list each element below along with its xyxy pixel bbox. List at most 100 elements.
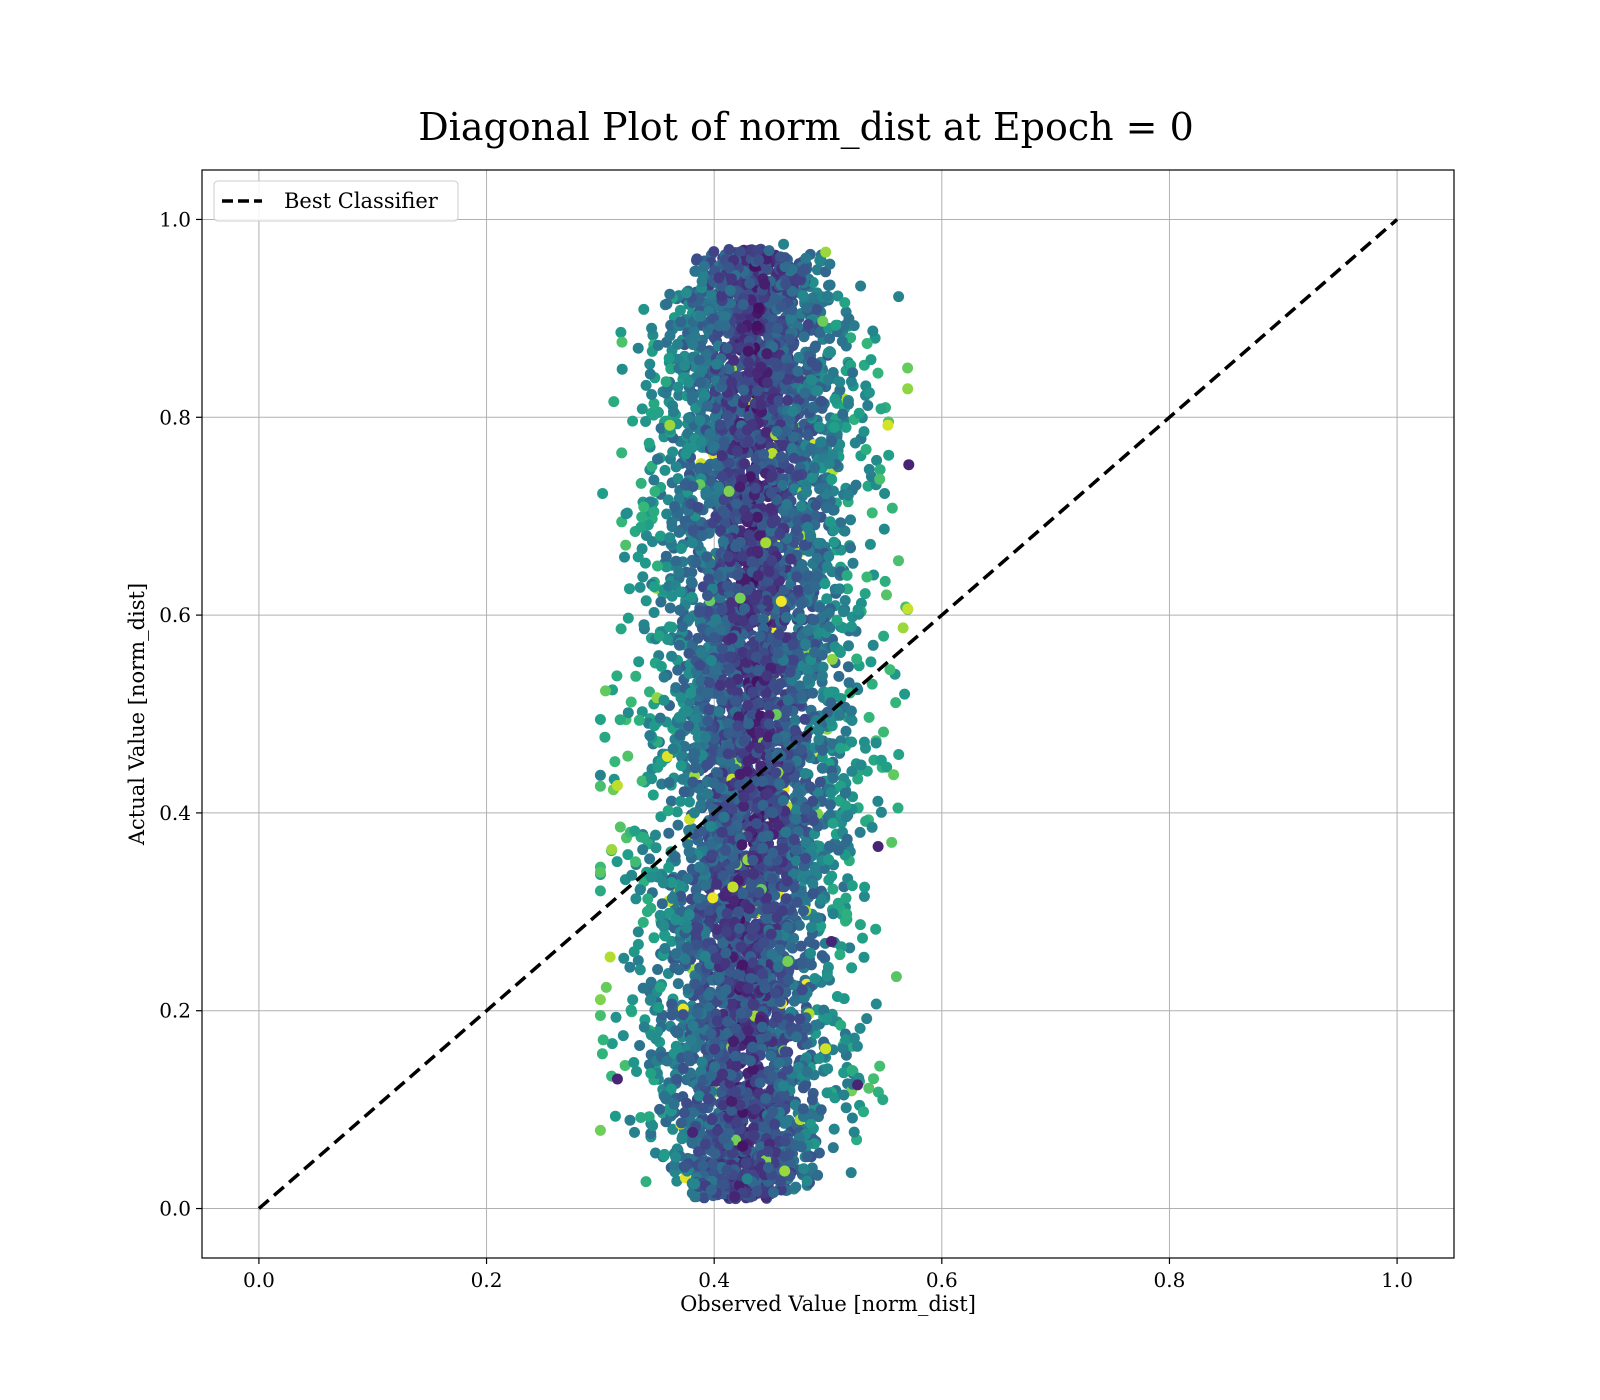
scatter-point: [872, 367, 884, 379]
scatter-point: [790, 525, 802, 537]
scatter-point: [635, 521, 647, 533]
scatter-point: [687, 390, 699, 402]
scatter-point: [715, 524, 727, 536]
scatter-point: [674, 604, 686, 616]
scatter-point: [815, 893, 827, 905]
scatter-point: [858, 736, 870, 748]
scatter-point: [697, 581, 709, 593]
scatter-point: [647, 536, 658, 548]
scatter-point: [744, 471, 756, 483]
scatter-point: [684, 696, 695, 707]
scatter-point: [726, 1104, 737, 1116]
scatter-point: [695, 675, 707, 687]
scatter-point: [874, 473, 886, 485]
scatter-point: [878, 523, 890, 535]
scatter-point: [811, 264, 823, 276]
scatter-point: [874, 1060, 886, 1072]
scatter-point: [661, 508, 673, 520]
scatter-point: [807, 878, 819, 890]
scatter-point: [594, 885, 606, 897]
scatter-point: [828, 536, 840, 548]
scatter-point: [696, 530, 708, 542]
scatter-point: [846, 765, 858, 777]
scatter-point: [662, 805, 674, 817]
scatter-point: [594, 994, 606, 1006]
scatter-point: [673, 492, 685, 504]
scatter-point: [635, 477, 647, 489]
scatter-point: [611, 670, 623, 682]
scatter-point: [655, 530, 666, 542]
scatter-point: [724, 663, 736, 675]
scatter-point: [638, 1021, 650, 1033]
scatter-point: [615, 326, 627, 338]
scatter-point: [758, 937, 769, 949]
scatter-point: [859, 588, 871, 600]
scatter-point: [814, 254, 826, 266]
scatter-point: [670, 555, 682, 567]
scatter-point: [600, 685, 611, 697]
scatter-point: [800, 837, 812, 849]
scatter-point: [594, 780, 606, 792]
scatter-point: [833, 670, 845, 682]
scatter-point: [665, 363, 677, 375]
scatter-point: [793, 351, 805, 363]
scatter-point: [813, 1147, 825, 1159]
scatter-point: [809, 342, 821, 354]
scatter-point: [663, 352, 675, 364]
scatter-point: [840, 725, 852, 737]
scatter-point: [843, 640, 854, 652]
scatter-point: [594, 866, 606, 878]
scatter-point: [871, 454, 883, 466]
scatter-point: [673, 389, 685, 401]
scatter-point: [827, 908, 839, 920]
scatter-point: [735, 246, 746, 258]
scatter-point: [610, 1011, 622, 1023]
scatter-point: [622, 750, 634, 762]
scatter-point: [618, 952, 630, 964]
scatter-point: [866, 507, 878, 519]
scatter-point: [893, 749, 905, 760]
scatter-point: [827, 883, 839, 895]
scatter-point: [638, 832, 650, 844]
scatter-point: [649, 486, 661, 497]
scatter-point: [839, 319, 851, 331]
scatter-point: [821, 1087, 833, 1099]
scatter-point: [813, 601, 825, 613]
scatter-point: [597, 488, 609, 499]
scatter-point: [666, 590, 678, 602]
scatter-point: [668, 1098, 680, 1110]
scatter-point: [824, 279, 836, 291]
scatter-point: [822, 1063, 834, 1075]
scatter-point: [811, 304, 823, 316]
scatter-point: [670, 682, 682, 694]
scatter-point: [645, 871, 657, 883]
scatter-point: [679, 741, 691, 752]
scatter-point: [858, 951, 870, 963]
scatter-point: [865, 354, 877, 366]
scatter-point: [782, 694, 794, 706]
scatter-point: [658, 671, 670, 683]
scatter-point: [796, 958, 808, 970]
scatter-point: [890, 697, 902, 709]
scatter-point: [652, 339, 664, 351]
scatter-point: [616, 447, 628, 459]
scatter-point: [644, 853, 656, 865]
scatter-point: [764, 503, 776, 514]
scatter-point: [677, 773, 689, 785]
scatter-point: [774, 996, 786, 1008]
scatter-point: [759, 655, 771, 667]
scatter-point: [717, 536, 729, 547]
scatter-point: [812, 912, 824, 924]
scatter-point: [832, 290, 844, 302]
scatter-point: [828, 1123, 840, 1135]
scatter-point: [656, 898, 668, 910]
scatter-point: [686, 591, 698, 603]
scatter-point: [650, 1033, 662, 1045]
scatter-point: [782, 955, 794, 967]
scatter-point: [637, 916, 649, 928]
scatter-point: [648, 506, 660, 518]
scatter-point: [606, 1038, 618, 1050]
scatter-point: [846, 962, 858, 974]
scatter-point: [815, 1104, 827, 1116]
scatter-point: [652, 964, 664, 975]
